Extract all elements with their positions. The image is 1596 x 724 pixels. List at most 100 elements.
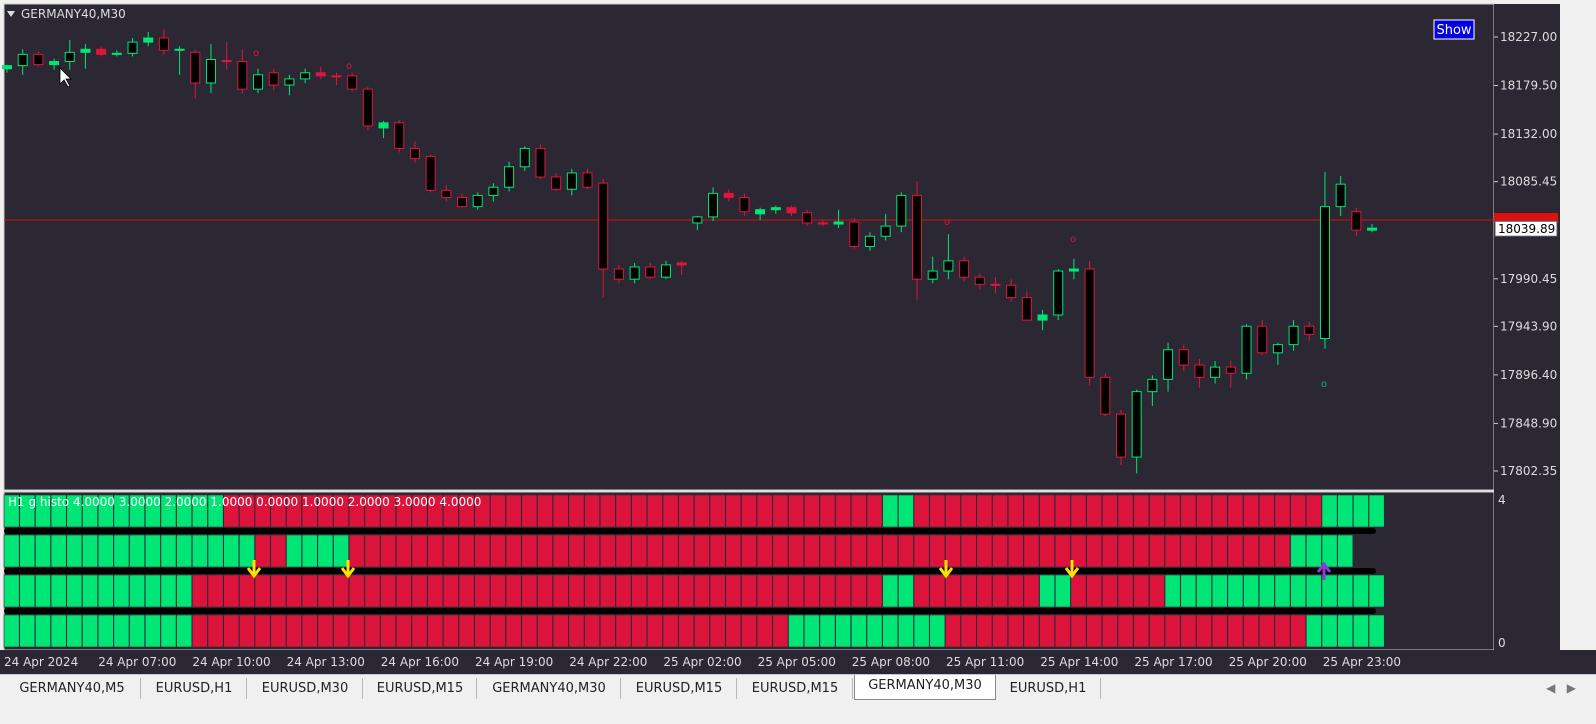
signal-dot: o [1321, 379, 1327, 390]
histo-cell [913, 494, 930, 528]
candle-body [849, 221, 860, 248]
histo-cell [286, 494, 302, 528]
candle-body [990, 283, 1001, 286]
chart-tab[interactable]: GERMANY40,M5 [4, 678, 141, 699]
candle-body [1084, 268, 1095, 378]
candle-body [504, 166, 515, 188]
collapse-icon[interactable] [7, 11, 15, 17]
histo-cell [694, 494, 710, 528]
histo-cell [19, 574, 36, 608]
candle-body [1241, 325, 1252, 374]
histo-cell [1211, 614, 1228, 648]
histo-cell [521, 494, 538, 528]
histo-cell [317, 534, 334, 568]
histo-cell [113, 574, 130, 608]
candle-body [708, 192, 719, 218]
histo-cell [490, 494, 506, 528]
candle-body [33, 53, 44, 66]
histo-cell [1070, 574, 1087, 608]
histo-cell [835, 494, 852, 528]
histo-cell [1274, 494, 1291, 528]
histo-cell [160, 494, 177, 528]
histo-cell [1227, 614, 1244, 648]
histo-cell [176, 574, 193, 608]
chart-tab[interactable]: EURUSD,H1 [996, 678, 1101, 699]
histo-cell [819, 614, 836, 648]
histo-cell [662, 534, 679, 568]
histo-cell [1305, 534, 1322, 568]
histo-cell [427, 494, 444, 528]
histo-cell [239, 494, 255, 528]
candle-body [331, 75, 342, 78]
histo-cell [239, 614, 255, 648]
histo-cell [615, 494, 632, 528]
histo-cell [788, 534, 804, 568]
histo-cell [144, 574, 161, 608]
histo-cell [1117, 534, 1134, 568]
histo-cell [1211, 494, 1228, 528]
histo-cell [976, 574, 993, 608]
chart-tab[interactable]: EURUSD,M15 [364, 678, 477, 699]
histo-cell [694, 614, 710, 648]
candle-body [315, 72, 326, 77]
histo-cell [113, 614, 130, 648]
candle-body [1272, 344, 1283, 354]
histo-cell [505, 494, 522, 528]
up-arrow [1316, 561, 1332, 580]
histo-cell [1290, 534, 1307, 568]
histo-cell [537, 534, 553, 568]
histo-cell [254, 494, 271, 528]
histo-cell [552, 494, 569, 528]
histo-cell [3, 494, 20, 528]
chart-tab[interactable]: EURUSD,M15 [622, 678, 737, 699]
histo-cell [756, 534, 773, 568]
histo-cell [756, 614, 773, 648]
histo-cell [191, 534, 208, 568]
time-label: 24 Apr 07:00 [98, 655, 176, 669]
histo-cell [3, 574, 20, 608]
histo-cell [176, 494, 193, 528]
candle-body [755, 209, 766, 215]
histo-cell [1211, 534, 1228, 568]
histo-cell [364, 574, 381, 608]
histo-cell [333, 614, 349, 648]
histo-cell [678, 534, 695, 568]
histo-cell [725, 494, 742, 528]
candle-body [912, 194, 923, 280]
chart-tab[interactable]: EURUSD,M15 [738, 678, 853, 699]
histo-cell [490, 534, 506, 568]
histo-cell [1243, 494, 1260, 528]
histo-cell [348, 574, 365, 608]
histo-cell [913, 534, 930, 568]
candle-body [472, 194, 483, 208]
histo-cell [254, 534, 271, 568]
histo-cell [364, 614, 381, 648]
chart-tab[interactable]: GERMANY40,M30 [478, 678, 621, 699]
histo-cell [191, 494, 208, 528]
histo-cell [866, 534, 883, 568]
chart-tab[interactable]: EURUSD,M30 [248, 678, 363, 699]
histo-cell [160, 574, 177, 608]
histo-cell [646, 574, 663, 608]
histo-cell [191, 614, 208, 648]
histo-cell [584, 534, 601, 568]
histo-cell [1149, 494, 1165, 528]
bid-marker [1494, 213, 1558, 224]
chart-tab[interactable]: GERMANY40,M30 [854, 675, 996, 700]
show-button-label[interactable]: Show [1436, 23, 1471, 38]
histo-cell [1274, 614, 1291, 648]
histo-cell [803, 614, 820, 648]
candle-body [300, 72, 311, 80]
histo-cell [1054, 494, 1071, 528]
histo-cell [741, 574, 757, 608]
tab-scroll[interactable]: ◀ ▶ [1546, 681, 1576, 695]
histo-cell [254, 614, 271, 648]
histo-cell [866, 574, 883, 608]
histo-cell [207, 534, 224, 568]
histo-cell [474, 494, 491, 528]
chart-tab[interactable]: EURUSD,H1 [142, 678, 247, 699]
histo-cell [1196, 534, 1212, 568]
candle-body [535, 147, 546, 178]
histo-cell [929, 614, 946, 648]
show-button[interactable] [1433, 19, 1475, 40]
